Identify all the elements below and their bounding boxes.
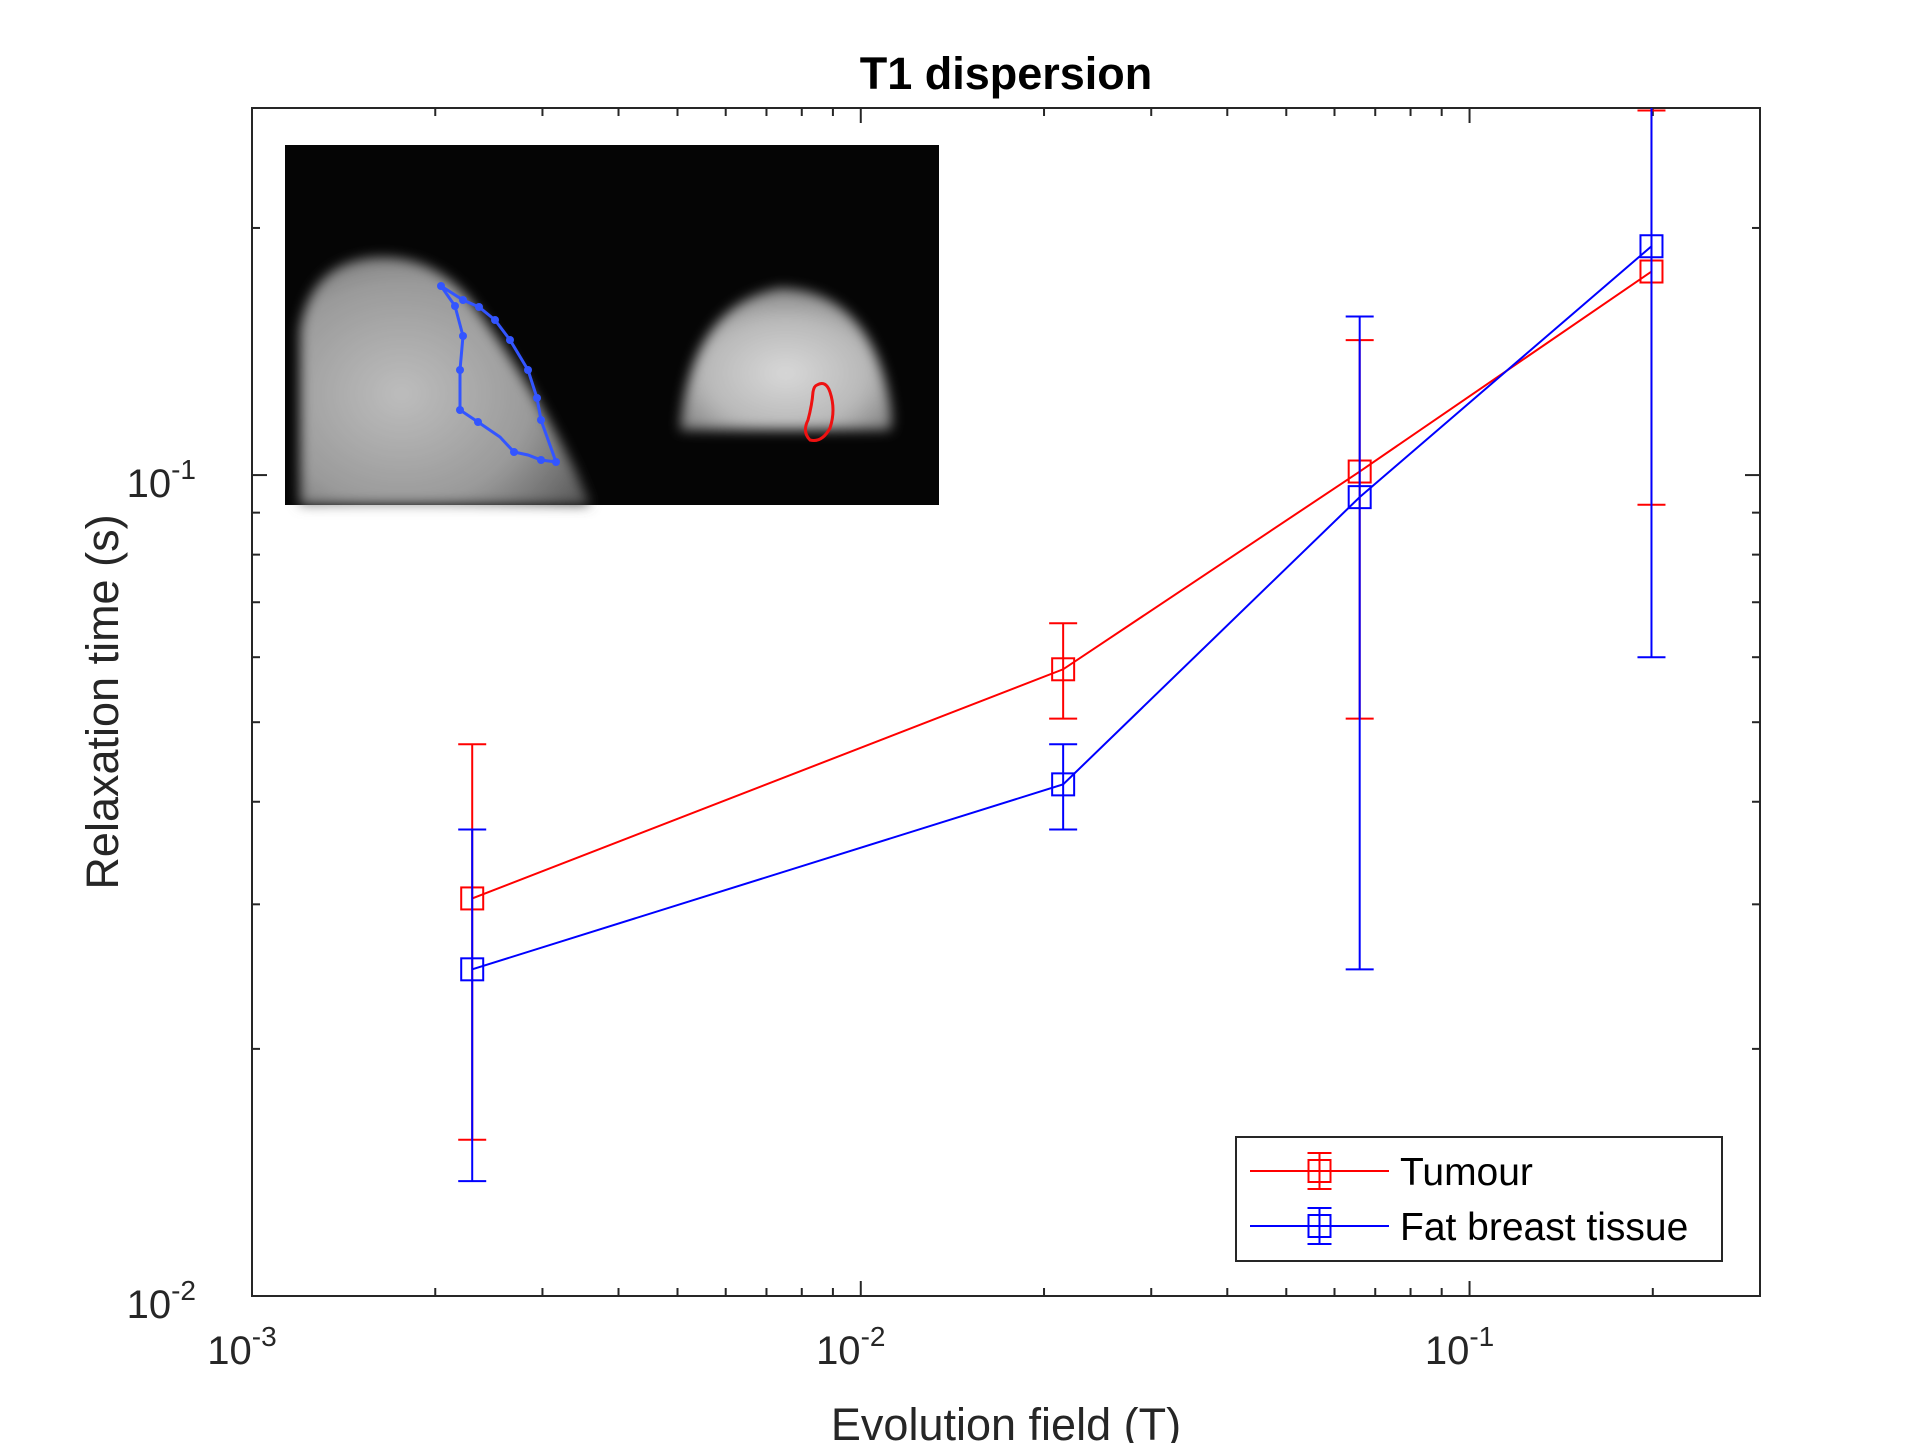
legend: Tumour Fat breast tissue — [1235, 1136, 1723, 1262]
legend-marker — [1307, 1214, 1332, 1238]
data-point-marker — [1639, 234, 1664, 259]
chart-data-layer — [458, 108, 1666, 1183]
x-tick-label: 10-1 — [1425, 1321, 1494, 1373]
tumour-roi-outline — [803, 382, 835, 442]
x-tick-label: 10-3 — [207, 1321, 276, 1373]
data-point-marker — [1347, 485, 1372, 510]
legend-marker — [1307, 1159, 1332, 1183]
legend-label: Fat breast tissue — [1400, 1206, 1688, 1249]
axis-ticks — [251, 108, 1760, 1297]
data-point-marker — [1051, 657, 1076, 682]
legend-box — [1235, 1136, 1723, 1262]
legend-label: Tumour — [1400, 1151, 1533, 1194]
y-axis-label: Relaxation time (s) — [77, 514, 128, 889]
y-tick-label: 10-2 — [127, 1275, 196, 1327]
chart-title: T1 dispersion — [860, 48, 1153, 99]
x-axis-label: Evolution field (T) — [831, 1399, 1181, 1443]
y-tick-label: 10-1 — [127, 454, 196, 506]
x-tick-label: 10-2 — [816, 1321, 885, 1373]
axis-tick-labels: 10-3 10-2 10-110-210-1 — [127, 454, 1495, 1373]
mri-inset-image — [285, 145, 939, 505]
data-point-marker — [1051, 772, 1076, 797]
data-point-marker — [460, 957, 485, 982]
series-line-1 — [471, 245, 1653, 971]
